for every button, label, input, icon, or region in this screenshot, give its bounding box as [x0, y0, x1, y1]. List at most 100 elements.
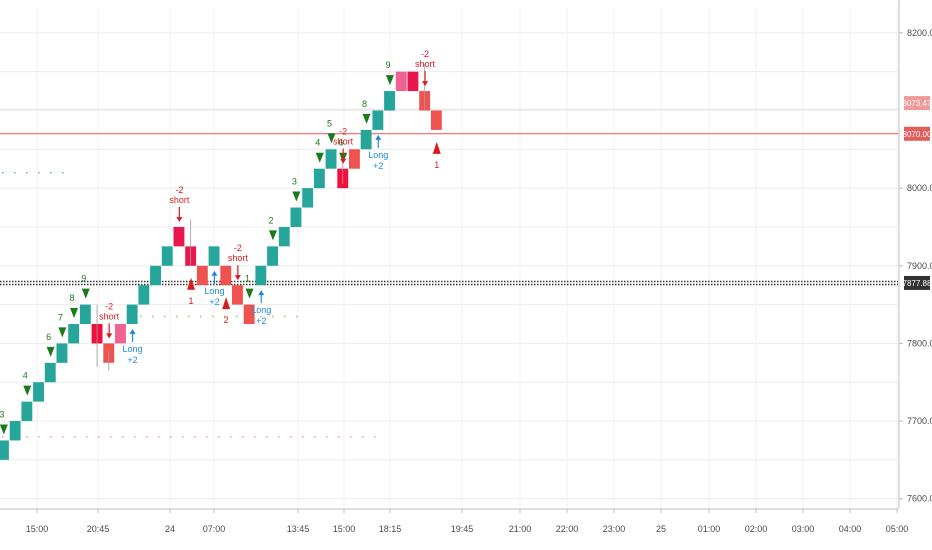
setup-triangle: [362, 113, 371, 124]
stop-level-dots: [74, 436, 76, 438]
time-tick-label: 18:15: [379, 524, 402, 534]
stop-level-dots: [110, 436, 112, 438]
short-arrow-head: [422, 81, 429, 87]
renko-brick: [220, 265, 232, 286]
renko-brick: [79, 304, 91, 324]
stop-level-dots: [272, 315, 274, 318]
price-axis[interactable]: 7600.00 7700.00 7800.00 7900.00 8000.00 8200.…: [898, 0, 932, 508]
time-tick-label: 20:45: [87, 524, 110, 534]
down-count-triangle: [222, 297, 231, 310]
down-count-label: 1: [189, 296, 194, 306]
renko-brick: [208, 246, 220, 266]
long-arrow-head: [258, 290, 265, 296]
price-tag: 8070.00: [903, 126, 932, 141]
time-tick-label: 15:00: [333, 524, 356, 534]
down-count-label: 2: [224, 315, 229, 325]
down-count-label: 1: [434, 160, 439, 170]
time-tick-label: 24: [165, 524, 175, 534]
setup-count-label: 1: [245, 274, 250, 284]
down-count-triangle: [187, 277, 196, 290]
stop-level-dots: [230, 436, 232, 438]
long-signal-label: Long: [123, 344, 143, 354]
setup-count-label: 2: [268, 215, 273, 225]
stop-level-dots: [278, 436, 280, 438]
renko-brick: [196, 265, 208, 286]
long-signal-label: Long: [251, 305, 271, 315]
setup-count-label: 8: [70, 293, 75, 303]
time-tick-label: 19:45: [451, 524, 474, 534]
stop-level-dots: [314, 436, 316, 438]
setup-count-label: 6: [46, 332, 51, 342]
short-signal-label: short: [169, 195, 190, 205]
renko-brick: [126, 304, 138, 324]
stop-level-dots: [2, 172, 4, 174]
renko-brick: [0, 440, 9, 460]
short-arrow-head: [106, 333, 113, 339]
stop-level-dots: [62, 436, 64, 438]
time-tick-label: 13:45: [287, 524, 310, 534]
time-tick-label: 01:00: [698, 524, 721, 534]
price-tick-label: 8200.00: [907, 28, 932, 38]
renko-brick: [302, 188, 314, 208]
short-signal-label: short: [333, 137, 354, 147]
stop-level-dots: [212, 315, 214, 318]
short-signal-count: -2: [175, 185, 183, 195]
time-axis[interactable]: 15:00 20:45 24 07:00 13:45 15:00 18:15 19:45 21:…: [0, 508, 908, 534]
price-tick-label: 7600.00: [907, 494, 932, 504]
setup-triangle: [327, 133, 336, 144]
stop-level-dots: [362, 436, 364, 438]
stop-level-dots: [176, 315, 178, 318]
time-tick-label: 03:00: [792, 524, 815, 534]
stop-level-dots: [122, 436, 124, 438]
time-tick-label: 07:00: [203, 524, 226, 534]
setup-triangle: [245, 288, 254, 299]
price-tick-label: 8000.00: [907, 183, 932, 193]
stop-level-dots: [26, 172, 28, 174]
setup-count-label: 5: [327, 118, 332, 128]
renko-brick: [161, 246, 173, 266]
renko-brick: [9, 421, 21, 441]
renko-brick: [21, 401, 33, 422]
stop-level-dots: [2, 436, 4, 438]
stop-level-dots: [134, 436, 136, 438]
renko-brick: [243, 304, 255, 324]
setup-count-label: 9: [81, 274, 86, 284]
renko-brick: [384, 91, 395, 111]
setup-triangle: [0, 424, 8, 435]
time-tick-label: 04:00: [839, 524, 862, 534]
long-signal-count: +2: [127, 355, 137, 365]
setup-count-label: 4: [23, 371, 28, 381]
long-signal-count: +2: [256, 316, 266, 326]
renko-brick: [138, 285, 150, 305]
setup-count-label: 4: [315, 138, 320, 148]
setup-triangle: [292, 191, 301, 202]
renko-brick: [290, 207, 302, 227]
renko-brick: [395, 71, 407, 92]
renko-brick: [430, 110, 442, 130]
renko-brick: [267, 246, 278, 266]
stop-level-dots: [242, 436, 244, 438]
stop-level-dots: [266, 436, 268, 438]
stop-level-dots: [296, 315, 298, 318]
setup-triangle: [46, 346, 55, 357]
stop-level-dots: [170, 436, 172, 438]
long-signal-label: Long: [368, 150, 388, 160]
stop-level-dots: [152, 315, 154, 318]
renko-brick: [360, 129, 372, 150]
renko-bricks: [0, 63, 442, 460]
renko-brick: [349, 149, 360, 169]
setup-count-label: 7: [58, 312, 63, 322]
price-tag-text: 7877.88: [903, 279, 932, 288]
price-tag-bg: [904, 275, 930, 290]
stop-level-dots: [374, 436, 376, 438]
setup-count-label: 3: [292, 177, 297, 187]
time-tick-label: 25: [656, 524, 666, 534]
long-arrow-head: [129, 328, 136, 334]
renko-brick: [278, 226, 290, 247]
price-tick-label: 7800.00: [907, 338, 932, 348]
stop-level-dots: [50, 172, 52, 174]
time-tick-label: 22:00: [556, 524, 579, 534]
stop-level-dots: [38, 172, 40, 174]
time-tick-label: 23:00: [603, 524, 626, 534]
